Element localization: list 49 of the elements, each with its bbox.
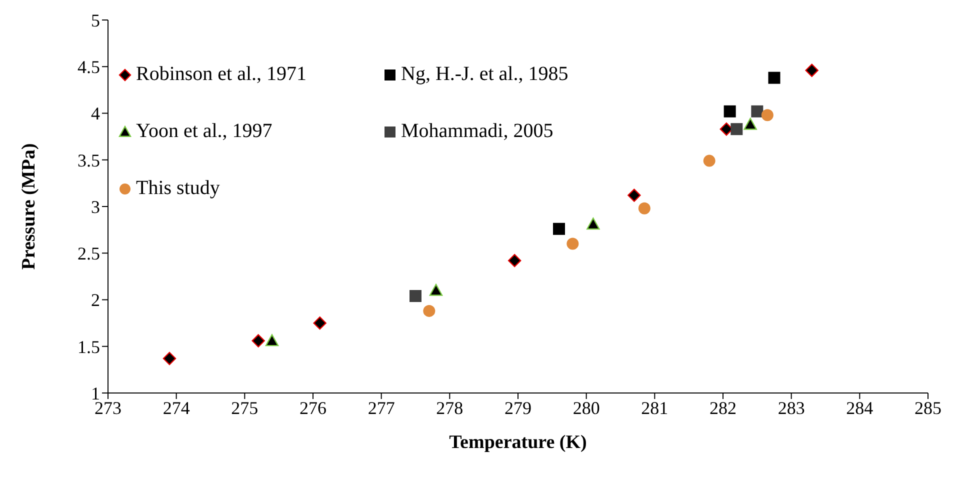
point <box>751 105 764 118</box>
point <box>586 218 600 230</box>
x-tick-label: 283 <box>778 398 805 418</box>
y-axis-title: Pressure (MPa) <box>18 143 40 270</box>
point <box>566 238 579 250</box>
x-tick-label: 281 <box>641 398 668 418</box>
x-tick-label: 274 <box>162 398 190 418</box>
y-tick-label: 1.5 <box>78 336 100 357</box>
point <box>313 316 326 330</box>
point <box>265 334 279 346</box>
point <box>768 72 780 84</box>
x-tick-label: 279 <box>504 398 532 418</box>
point <box>429 284 443 296</box>
point <box>423 304 436 317</box>
point <box>744 118 757 130</box>
x-tick-label: 285 <box>914 398 942 418</box>
y-tick-label: 2 <box>91 290 100 310</box>
x-tick-label: 278 <box>436 398 464 418</box>
point <box>628 188 641 202</box>
point <box>724 105 736 118</box>
legend-label: This study <box>136 177 220 200</box>
x-axis-title: Temperature (K) <box>449 432 587 453</box>
point <box>730 123 743 136</box>
point <box>162 352 176 366</box>
legend-label: Yoon et al., 1997 <box>136 120 272 143</box>
legend-label: Robinson et al., 1971 <box>136 63 307 86</box>
x-tick-label: 280 <box>572 398 600 418</box>
point <box>508 254 522 268</box>
y-tick-label: 4 <box>91 104 100 124</box>
x-tick-label: 284 <box>846 398 874 418</box>
y-tick-label: 4.5 <box>78 57 100 78</box>
y-tick-label: 3.5 <box>78 150 100 170</box>
point <box>703 154 716 167</box>
legend-label: Ng, H.-J. et al., 1985 <box>401 63 568 86</box>
x-tick-label: 276 <box>300 398 326 418</box>
y-tick-label: 3 <box>91 196 100 217</box>
point <box>553 222 565 235</box>
x-tick-label: 277 <box>368 398 395 418</box>
point <box>252 334 265 348</box>
point <box>761 109 774 122</box>
y-tick-label: 1 <box>91 383 100 404</box>
x-tick-label: 275 <box>231 398 258 418</box>
y-tick-label: 5 <box>91 10 100 30</box>
point <box>805 64 818 77</box>
point <box>410 290 422 302</box>
y-tick-label: 2.5 <box>78 244 100 264</box>
legend-label: Mohammadi, 2005 <box>401 120 554 143</box>
point <box>638 202 650 214</box>
x-tick-label: 282 <box>710 398 736 418</box>
